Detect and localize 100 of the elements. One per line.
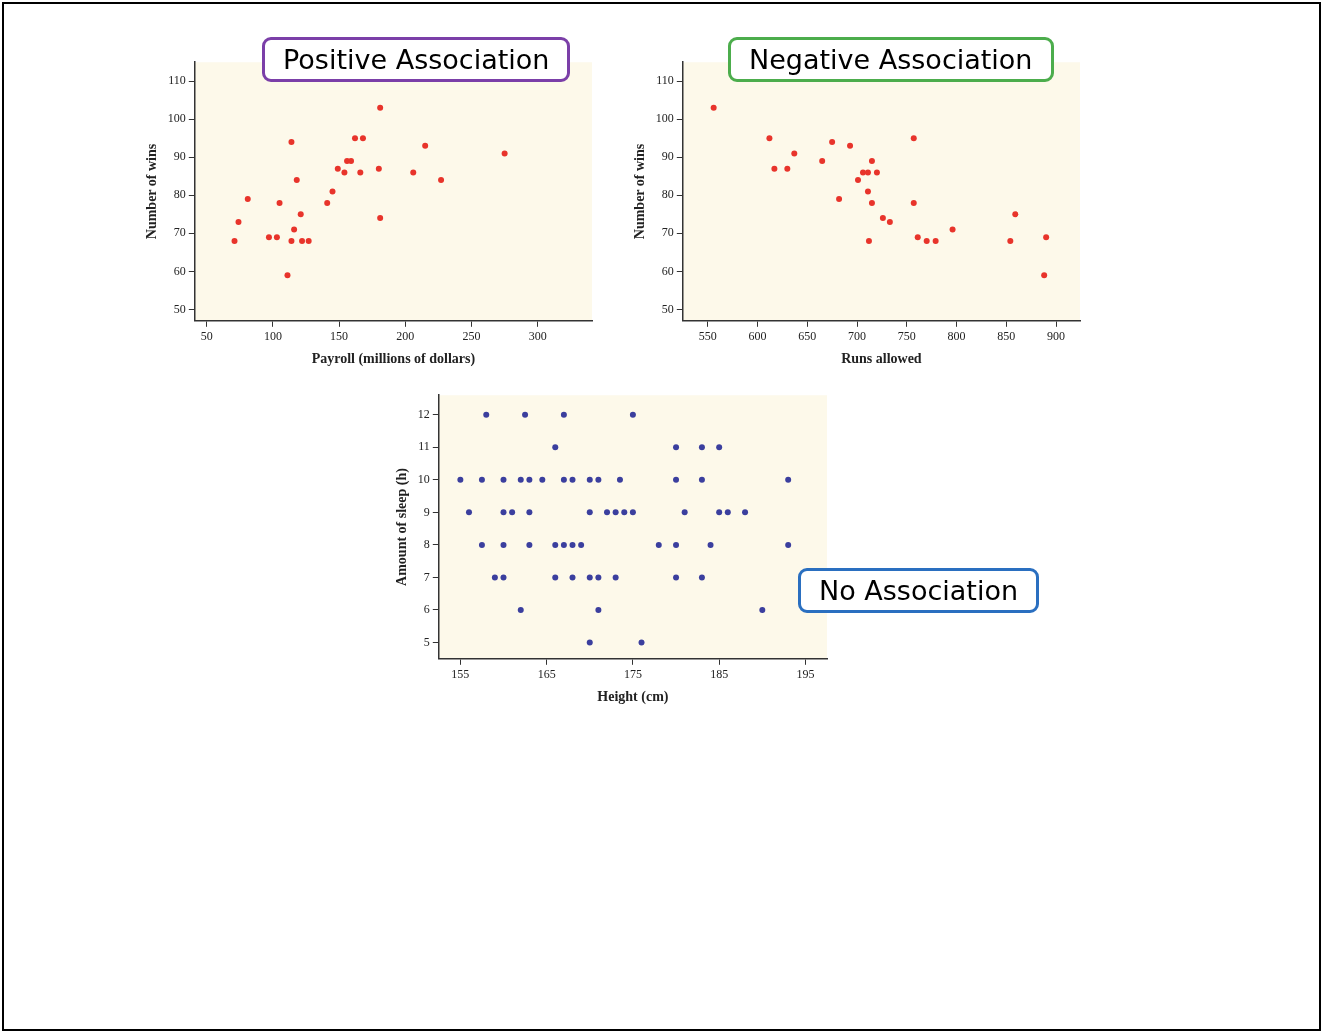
point	[586, 509, 593, 516]
point	[604, 509, 611, 516]
point	[785, 541, 792, 548]
point	[522, 411, 529, 418]
point	[500, 509, 507, 516]
point	[500, 574, 507, 581]
point	[698, 444, 705, 451]
point	[595, 606, 602, 613]
point	[771, 165, 778, 172]
point	[352, 135, 358, 142]
x-tick-label: 900	[1047, 329, 1066, 344]
x-axis-title: Payroll (millions of dollars)	[311, 351, 476, 368]
point	[478, 541, 485, 548]
y-tick-label: 11	[418, 439, 430, 454]
y-tick-label: 110	[656, 73, 674, 88]
y-tick-label: 60	[661, 263, 674, 278]
y-tick-label: 100	[167, 111, 186, 126]
y-tick-label: 60	[173, 263, 186, 278]
x-tick-label: 175	[623, 667, 642, 682]
x-tick-label: 750	[897, 329, 916, 344]
x-tick-label: 200	[396, 329, 415, 344]
point	[698, 476, 705, 483]
point	[910, 199, 917, 206]
x-axis-title: Height (cm)	[597, 689, 669, 706]
point	[879, 215, 886, 222]
y-tick-label: 70	[661, 225, 674, 240]
point	[638, 639, 645, 646]
chart-title: Negative Association	[728, 37, 1054, 82]
point	[265, 234, 272, 241]
point	[329, 188, 336, 195]
point	[244, 196, 251, 203]
point	[377, 215, 384, 222]
point	[500, 541, 507, 548]
point	[375, 165, 382, 172]
point	[873, 169, 880, 176]
x-tick-label: 700	[848, 329, 867, 344]
point	[698, 574, 705, 581]
point	[1012, 211, 1019, 218]
point	[616, 476, 623, 483]
point	[526, 509, 533, 516]
x-tick-label: 550	[698, 329, 717, 344]
y-tick-label: 12	[417, 406, 430, 421]
point	[766, 135, 773, 142]
x-tick-label: 300	[528, 329, 547, 344]
point	[864, 169, 871, 176]
point	[359, 135, 366, 142]
point	[629, 509, 636, 516]
point	[784, 165, 791, 172]
y-tick-label: 90	[173, 149, 186, 164]
point	[724, 509, 731, 516]
point	[377, 104, 384, 111]
y-tick-label: 110	[168, 73, 186, 88]
point	[334, 165, 341, 172]
point	[526, 476, 533, 483]
x-tick-label: 250	[462, 329, 481, 344]
point	[910, 135, 917, 142]
point	[716, 509, 723, 516]
point	[586, 639, 593, 646]
point	[457, 476, 464, 483]
chart-title: Positive Association	[262, 37, 571, 82]
point	[552, 541, 559, 548]
point	[276, 199, 283, 206]
point	[932, 237, 939, 244]
point	[655, 541, 662, 548]
point	[710, 104, 717, 111]
y-tick-label: 100	[655, 111, 674, 126]
point	[673, 444, 680, 451]
y-tick-label: 9	[423, 504, 430, 519]
y-tick-label: 50	[173, 301, 186, 316]
point	[578, 541, 585, 548]
y-axis-title: Amount of sleep (h)	[394, 467, 411, 586]
point	[357, 169, 364, 176]
y-axis-title: Number of wins	[144, 143, 160, 240]
point	[595, 476, 602, 483]
point	[829, 139, 836, 146]
point	[569, 476, 576, 483]
point	[949, 226, 956, 233]
point	[348, 158, 355, 165]
point	[517, 606, 524, 613]
x-tick-label: 600	[748, 329, 767, 344]
x-tick-label: 100	[263, 329, 282, 344]
point	[552, 444, 559, 451]
x-tick-label: 165	[537, 667, 556, 682]
point	[865, 237, 872, 244]
point	[539, 476, 546, 483]
y-tick-label: 10	[417, 471, 430, 486]
point	[273, 234, 280, 241]
y-tick-label: 80	[661, 187, 674, 202]
point	[868, 158, 875, 165]
y-tick-label: 8	[423, 537, 430, 552]
y-axis-title: Number of wins	[632, 143, 648, 240]
point	[560, 411, 567, 418]
x-tick-label: 850	[997, 329, 1016, 344]
point	[586, 574, 593, 581]
point	[465, 509, 472, 516]
x-tick-label: 650	[798, 329, 817, 344]
point	[526, 541, 533, 548]
point	[673, 541, 680, 548]
point	[595, 574, 602, 581]
y-tick-label: 90	[661, 149, 674, 164]
